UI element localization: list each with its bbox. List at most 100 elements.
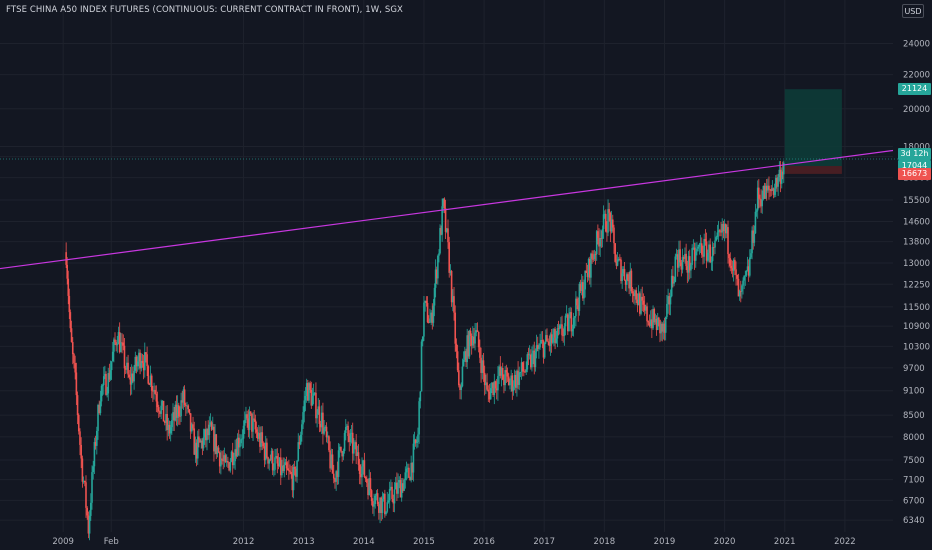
candle-body: [532, 350, 534, 354]
candle-body: [381, 498, 384, 513]
candle-body: [746, 266, 749, 271]
time-axis-label: 2013: [293, 537, 315, 547]
candle-body: [634, 290, 636, 297]
candle-body: [780, 171, 783, 184]
candle-body: [159, 411, 161, 414]
candle-body: [105, 373, 107, 395]
candle-body: [87, 515, 90, 534]
candle-body: [444, 208, 447, 232]
candle-body: [254, 419, 257, 430]
candle-body: [348, 436, 351, 442]
candle-body: [192, 424, 194, 429]
candle-body: [682, 257, 685, 259]
candle-body: [364, 477, 367, 479]
candle-body: [361, 466, 363, 478]
candle-body: [583, 289, 585, 299]
candle-body: [80, 444, 82, 459]
time-axis-label: 2015: [413, 537, 435, 547]
candle-body: [738, 291, 741, 297]
candle-body: [727, 227, 729, 255]
candle-body: [335, 471, 337, 482]
price-axis-label: 6340: [903, 516, 925, 526]
candle-body: [613, 227, 615, 244]
price-axis-label: 13800: [903, 238, 930, 248]
candle-body: [115, 342, 117, 346]
candle-body: [450, 270, 453, 303]
candle-body: [145, 352, 147, 355]
candle-body: [315, 392, 317, 419]
candle-body: [731, 268, 734, 271]
candle-body: [585, 270, 588, 273]
candle-body: [609, 212, 612, 232]
candle-body: [424, 300, 426, 303]
candle-body: [493, 381, 496, 396]
candle-body: [489, 388, 492, 400]
candle-body: [98, 404, 101, 414]
candle-body: [620, 259, 622, 282]
candle-body: [732, 259, 735, 271]
candle-body: [183, 389, 186, 406]
price-axis-label: 9100: [903, 387, 925, 397]
price-axis-label: 11500: [903, 303, 930, 313]
price-axis-label: 22000: [903, 71, 930, 81]
candle-body: [771, 188, 774, 191]
candle-body: [331, 454, 334, 474]
candle-body: [367, 482, 369, 496]
candle-body: [576, 298, 578, 306]
candle-body: [69, 312, 72, 329]
candle-body: [506, 372, 509, 377]
candle-body: [322, 412, 324, 434]
candle-body: [312, 393, 315, 396]
candle-body: [201, 440, 204, 449]
trendline: [0, 149, 894, 270]
candle-body: [652, 308, 654, 329]
candle-body: [706, 252, 709, 261]
candle-body: [698, 244, 701, 247]
candle-body: [369, 478, 372, 491]
candle-body: [680, 262, 683, 270]
candle-body: [141, 360, 144, 364]
candle-body: [227, 461, 229, 463]
candle-body: [346, 425, 348, 428]
candle-body: [209, 422, 212, 425]
time-axis-label: 2021: [774, 537, 796, 547]
candle-body: [106, 393, 108, 395]
currency-selector[interactable]: USD: [902, 4, 924, 18]
candle-body: [409, 477, 411, 481]
candle-body: [734, 259, 736, 270]
candle-body: [635, 290, 638, 300]
candle-body: [535, 345, 538, 352]
candle-body: [767, 185, 769, 191]
candle-body: [470, 335, 473, 346]
candle-body: [130, 373, 133, 385]
candle-body: [426, 302, 429, 323]
candle-body: [128, 374, 131, 378]
candle-body: [768, 185, 770, 190]
candle-body: [234, 449, 236, 462]
candle-body: [744, 275, 747, 277]
candle-body: [531, 353, 533, 368]
candle-body: [99, 401, 102, 414]
candle-body: [675, 254, 678, 257]
candle-body: [593, 254, 596, 260]
candle-body: [375, 493, 378, 496]
candle-body: [133, 370, 135, 382]
candle-body: [277, 463, 280, 467]
candle-body: [466, 335, 468, 363]
candle-body: [607, 209, 609, 233]
candle-body: [154, 389, 156, 394]
candle-body: [427, 322, 430, 324]
candle-body: [662, 323, 665, 332]
time-axis-label: 2017: [533, 537, 555, 547]
candle-body: [772, 188, 775, 195]
candle-body: [77, 414, 80, 432]
candle-body: [543, 342, 546, 358]
candle-body: [332, 473, 335, 479]
candle-body: [736, 274, 739, 279]
candle-body: [569, 312, 571, 318]
candle-body: [755, 210, 758, 212]
candle-body: [248, 411, 251, 431]
time-axis-label: 2018: [594, 537, 616, 547]
